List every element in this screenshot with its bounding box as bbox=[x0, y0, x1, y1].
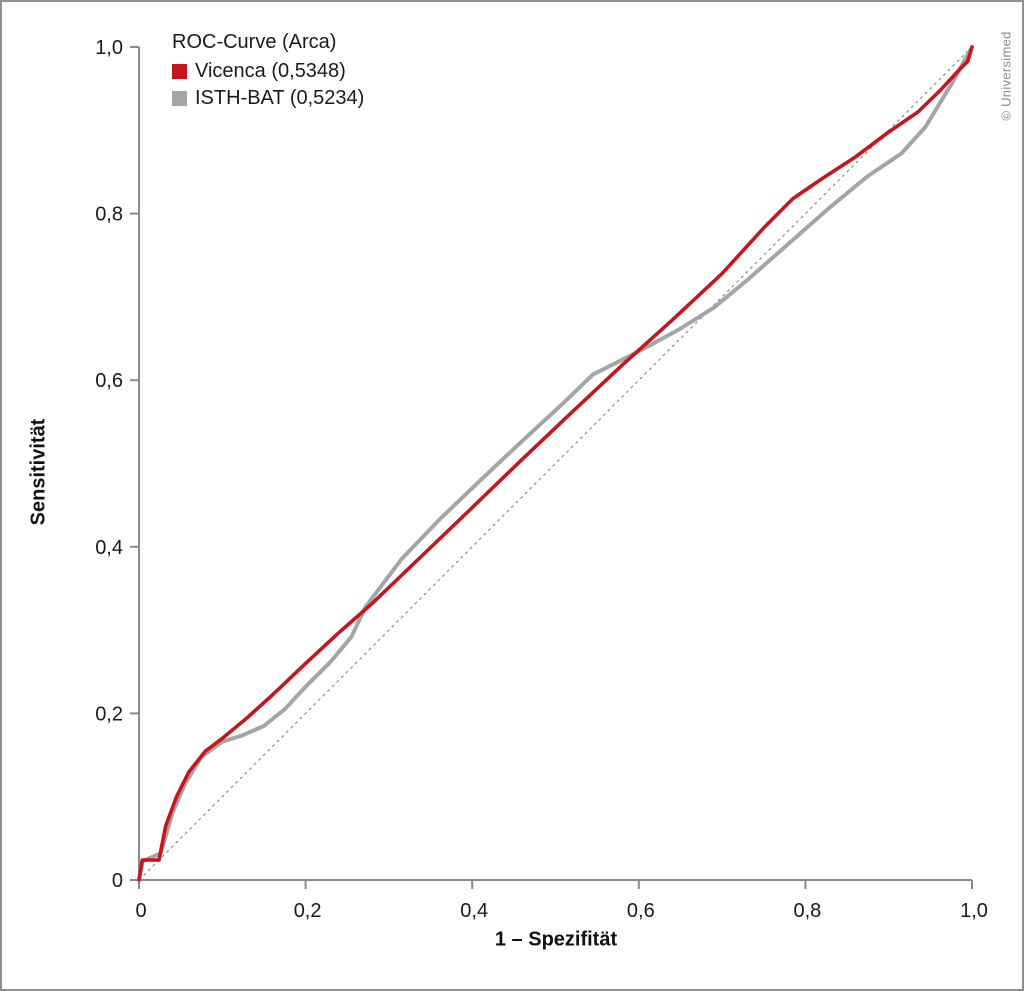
legend-item-vicenca: Vicenca (0,5348) bbox=[172, 60, 364, 82]
legend-item-isthbat: ISTH-BAT (0,5234) bbox=[172, 87, 365, 109]
x-tick-label: 0,2 bbox=[294, 900, 322, 922]
x-tick-label: 0,4 bbox=[460, 900, 488, 922]
y-tick-label: 0,8 bbox=[95, 204, 123, 226]
chance-diagonal bbox=[138, 46, 973, 881]
x-tick-label: 0,8 bbox=[793, 900, 821, 922]
x-axis-title: 1 – Spezifität bbox=[494, 928, 618, 951]
x-tick-label: 0,6 bbox=[627, 900, 655, 922]
roc-curve-vicenca bbox=[137, 45, 974, 882]
y-tick-label: 0,2 bbox=[95, 703, 123, 725]
legend-label-isthbat: ISTH-BAT (0,5234) bbox=[195, 87, 365, 109]
chart-title: ROC-Curve (Arca) bbox=[172, 31, 337, 53]
vicenca-color-swatch bbox=[172, 63, 187, 79]
roc-curve-isth-bat bbox=[137, 45, 974, 882]
isthbat-color-swatch bbox=[172, 90, 187, 106]
y-tick-label: 1,0 bbox=[95, 37, 123, 59]
y-axis-title: Sensitivität bbox=[27, 418, 50, 526]
y-tick-label: 0,6 bbox=[95, 370, 123, 392]
copyright-watermark: © Universimed bbox=[998, 31, 1014, 121]
legend-label-vicenca: Vicenca (0,5348) bbox=[195, 60, 346, 82]
x-tick-label: 0 bbox=[135, 900, 146, 922]
y-tick-label: 0,4 bbox=[95, 537, 123, 559]
x-tick-label: 1,0 bbox=[960, 900, 988, 922]
chart-legend: ROC-Curve (Arca) Vicenca (0,5348) ISTH-B… bbox=[172, 30, 365, 109]
y-tick-label: 0 bbox=[112, 870, 123, 892]
